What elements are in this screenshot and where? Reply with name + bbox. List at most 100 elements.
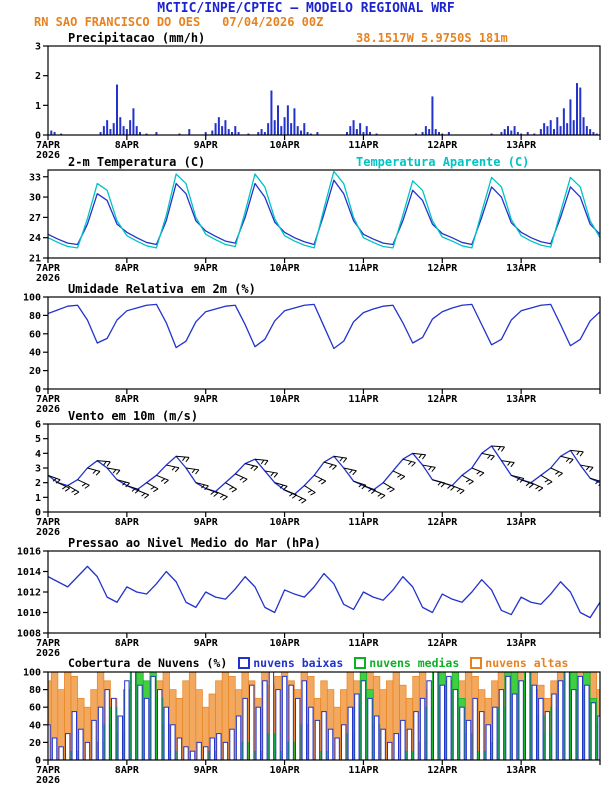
svg-text:10APR: 10APR	[270, 394, 301, 405]
svg-text:2: 2	[35, 478, 41, 489]
svg-text:0: 0	[35, 508, 41, 519]
svg-text:60: 60	[29, 703, 41, 714]
svg-text:11APR: 11APR	[348, 765, 379, 776]
svg-text:2026: 2026	[36, 404, 60, 415]
svg-text:7APR: 7APR	[36, 765, 61, 776]
svg-text:13APR: 13APR	[506, 394, 537, 405]
svg-text:20: 20	[29, 366, 41, 377]
svg-text:9APR: 9APR	[194, 765, 219, 776]
legend-mid-clouds: nuvens medias	[354, 656, 459, 670]
svg-text:11APR: 11APR	[348, 263, 379, 274]
svg-text:1014: 1014	[17, 567, 41, 578]
svg-text:11APR: 11APR	[348, 517, 379, 528]
precip-panel-title: Precipitacao (mm/h)	[68, 31, 206, 45]
svg-text:13APR: 13APR	[506, 517, 537, 528]
svg-text:9APR: 9APR	[194, 517, 219, 528]
svg-text:40: 40	[29, 720, 41, 731]
svg-text:100: 100	[23, 293, 41, 304]
temp-panel-title: 2-m Temperatura (C)	[68, 155, 206, 169]
svg-text:2026: 2026	[36, 648, 60, 659]
svg-text:13APR: 13APR	[506, 263, 537, 274]
svg-text:8APR: 8APR	[115, 765, 140, 776]
low-cloud-swatch-icon	[238, 657, 251, 669]
legend-high-clouds: nuvens altas	[470, 656, 568, 670]
svg-text:1016: 1016	[17, 547, 41, 558]
svg-text:11APR: 11APR	[348, 140, 379, 151]
svg-text:13APR: 13APR	[506, 140, 537, 151]
svg-text:1: 1	[35, 493, 41, 504]
svg-text:10APR: 10APR	[270, 517, 301, 528]
svg-text:9APR: 9APR	[194, 263, 219, 274]
svg-text:2026: 2026	[36, 527, 60, 538]
svg-text:7APR: 7APR	[36, 263, 61, 274]
svg-text:0: 0	[35, 385, 41, 396]
pressure-panel-title: Pressao ao Nivel Medio do Mar (hPa)	[68, 536, 321, 550]
svg-text:7APR: 7APR	[36, 638, 61, 649]
svg-text:8APR: 8APR	[115, 517, 140, 528]
svg-text:100: 100	[23, 668, 41, 679]
svg-text:10APR: 10APR	[270, 263, 301, 274]
legend-low-clouds: nuvens baixas	[238, 656, 343, 670]
humidity-panel-title: Umidade Relativa em 2m (%)	[68, 282, 256, 296]
svg-text:40: 40	[29, 348, 41, 359]
main-title: MCTIC/INPE/CPTEC — MODELO REGIONAL WRF	[157, 1, 455, 16]
svg-text:80: 80	[29, 685, 41, 696]
svg-text:2026: 2026	[36, 273, 60, 284]
svg-text:1: 1	[35, 101, 41, 112]
svg-text:13APR: 13APR	[506, 765, 537, 776]
legend-low-label: nuvens baixas	[253, 656, 344, 670]
svg-text:1008: 1008	[17, 629, 41, 640]
station-name: RN SAO FRANCISCO DO OES	[34, 15, 201, 29]
cloud-panel-title: Cobertura de Nuvens (%)	[68, 656, 228, 670]
svg-text:33: 33	[29, 172, 41, 183]
svg-text:8APR: 8APR	[115, 140, 140, 151]
svg-text:60: 60	[29, 329, 41, 340]
svg-text:6: 6	[35, 420, 41, 431]
svg-text:11APR: 11APR	[348, 638, 379, 649]
svg-text:1012: 1012	[17, 588, 41, 599]
svg-text:9APR: 9APR	[194, 140, 219, 151]
cloud-legend-row: Cobertura de Nuvens (%) nuvens baixas nu…	[68, 656, 568, 670]
svg-text:9APR: 9APR	[194, 638, 219, 649]
svg-text:10APR: 10APR	[270, 140, 301, 151]
svg-text:20: 20	[29, 738, 41, 749]
mid-cloud-swatch-icon	[354, 657, 367, 669]
svg-text:7APR: 7APR	[36, 394, 61, 405]
svg-text:12APR: 12APR	[427, 638, 458, 649]
svg-text:4: 4	[35, 449, 41, 460]
svg-text:9APR: 9APR	[194, 394, 219, 405]
svg-text:30: 30	[29, 193, 41, 204]
svg-text:21: 21	[29, 254, 41, 265]
svg-text:5: 5	[35, 434, 41, 445]
svg-text:13APR: 13APR	[506, 638, 537, 649]
wind-panel-title: Vento em 10m (m/s)	[68, 409, 199, 423]
run-datetime: 07/04/2026 00Z	[222, 15, 324, 29]
svg-text:0: 0	[35, 756, 41, 767]
svg-text:12APR: 12APR	[427, 394, 458, 405]
svg-text:10APR: 10APR	[270, 765, 301, 776]
subtitle-row: RN SAO FRANCISCO DO OES 07/04/2026 00Z	[34, 15, 323, 29]
svg-text:2: 2	[35, 71, 41, 82]
svg-text:3: 3	[35, 42, 41, 53]
svg-text:24: 24	[29, 233, 41, 244]
coords-label: 38.1517W 5.9750S 181m	[356, 31, 508, 45]
svg-text:0: 0	[35, 131, 41, 142]
svg-text:2026: 2026	[36, 150, 60, 161]
svg-text:8APR: 8APR	[115, 263, 140, 274]
svg-text:3: 3	[35, 464, 41, 475]
svg-text:7APR: 7APR	[36, 140, 61, 151]
svg-text:8APR: 8APR	[115, 638, 140, 649]
apparent-temp-label: Temperatura Aparente (C)	[356, 155, 530, 169]
svg-text:11APR: 11APR	[348, 394, 379, 405]
legend-mid-label: nuvens medias	[369, 656, 460, 670]
svg-text:10APR: 10APR	[270, 638, 301, 649]
legend-high-label: nuvens altas	[485, 656, 569, 670]
svg-text:12APR: 12APR	[427, 263, 458, 274]
svg-text:12APR: 12APR	[427, 765, 458, 776]
svg-text:80: 80	[29, 311, 41, 322]
svg-text:7APR: 7APR	[36, 517, 61, 528]
svg-text:1010: 1010	[17, 608, 41, 619]
svg-text:12APR: 12APR	[427, 140, 458, 151]
